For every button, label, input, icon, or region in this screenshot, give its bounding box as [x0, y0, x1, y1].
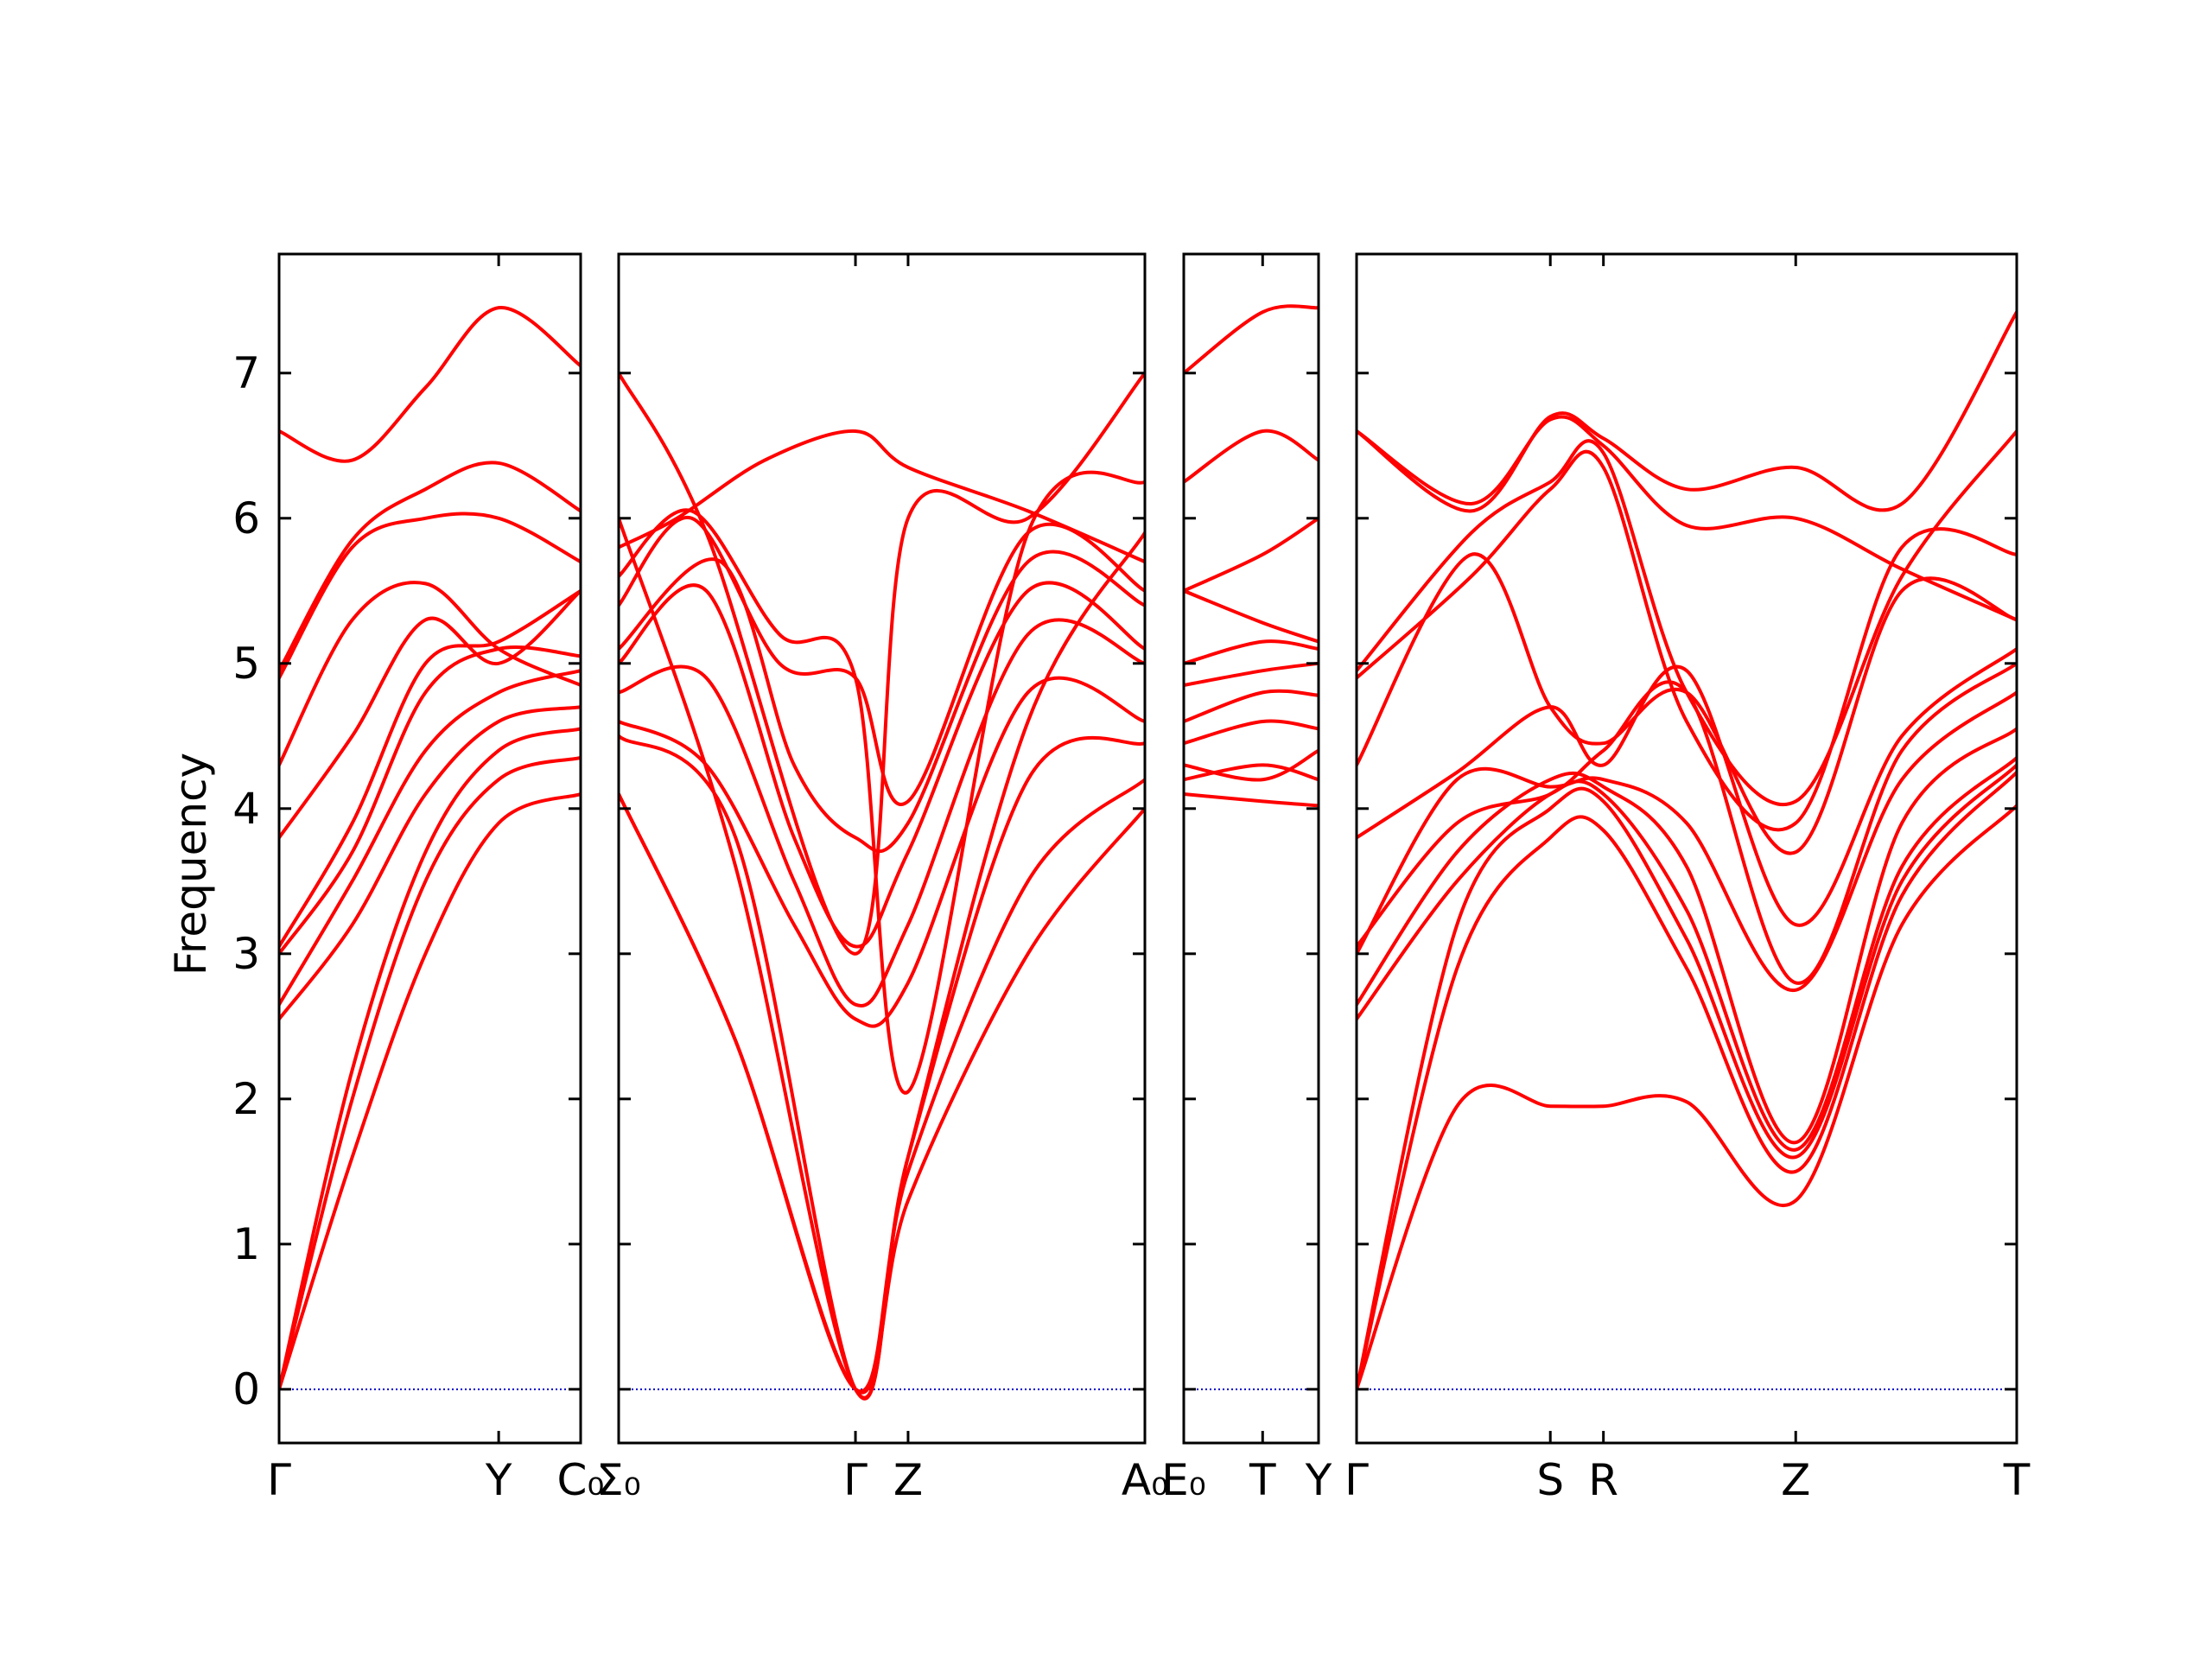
band-line	[279, 581, 581, 767]
band-line	[619, 676, 1145, 1028]
band-line	[279, 461, 581, 673]
band-line	[619, 792, 1145, 1395]
band-line	[619, 581, 1145, 949]
panel-plot-area	[279, 306, 581, 1391]
x-tick-label: C₀	[557, 1455, 605, 1505]
panel-plot-area	[619, 371, 1145, 1401]
y-tick-label: 7	[232, 348, 260, 398]
panel-frame	[1355, 252, 2018, 1445]
panel-plot-area	[1184, 304, 1319, 1390]
band-line	[279, 645, 581, 956]
y-tick-label: 1	[232, 1219, 260, 1269]
y-tick-label: 3	[232, 929, 260, 979]
x-tick-label: Γ	[267, 1455, 291, 1505]
x-tick-label: Σ₀	[596, 1455, 641, 1505]
band-line	[1184, 689, 1319, 723]
x-tick-label: Γ	[843, 1455, 868, 1505]
band-line	[1357, 449, 2017, 832]
band-line	[1184, 748, 1319, 782]
band-line	[279, 792, 581, 1391]
band-line	[279, 755, 581, 1391]
y-axis: 0 1 2 3 4 5 6 7	[232, 348, 260, 1414]
band-line	[1184, 763, 1319, 782]
band-line	[619, 778, 1145, 1394]
band-line	[279, 306, 581, 463]
x-tick-label: S	[1536, 1455, 1564, 1505]
panel-3: E₀ T Y	[1161, 252, 1332, 1505]
band-line	[619, 550, 1145, 854]
band-line	[1184, 588, 1319, 644]
panel-frame	[277, 252, 582, 1445]
band-line	[279, 727, 581, 1391]
band-line	[1184, 304, 1319, 375]
panel-1: Γ Y C₀	[267, 252, 605, 1505]
x-tick-label: T	[1249, 1455, 1276, 1505]
band-line	[1357, 310, 2017, 513]
band-line	[619, 429, 1145, 564]
x-tick-label: Z	[893, 1455, 923, 1505]
band-line	[619, 371, 1145, 956]
panel-plot-area	[1357, 310, 2017, 1391]
band-line	[1357, 429, 2017, 807]
panel-2: Σ₀ Γ Z A₀	[596, 252, 1168, 1505]
y-tick-label: 5	[232, 639, 260, 689]
y-tick-label: 4	[232, 784, 260, 834]
band-line	[1184, 516, 1319, 593]
band-line	[1184, 639, 1319, 665]
band-line	[1357, 646, 2017, 927]
band-line	[1357, 763, 2017, 1391]
band-line	[619, 516, 1145, 1400]
band-line	[1357, 755, 2017, 1152]
x-tick-label: Y	[1305, 1455, 1332, 1505]
band-line	[279, 705, 581, 1021]
band-line	[1184, 719, 1319, 746]
band-line	[1357, 727, 2017, 1145]
x-tick-label: R	[1588, 1455, 1618, 1505]
y-tick-label: 2	[232, 1074, 260, 1124]
band-line	[619, 516, 1145, 806]
band-line	[619, 470, 1145, 1095]
x-tick-label: Z	[1781, 1455, 1810, 1505]
panel-frame	[1182, 252, 1320, 1445]
band-line	[1357, 690, 2017, 992]
x-tick-label: T	[2003, 1455, 2031, 1505]
band-line	[1184, 429, 1319, 484]
x-tick-label: Γ	[1344, 1455, 1369, 1505]
band-line	[1184, 792, 1319, 808]
band-line	[279, 512, 581, 680]
panel-frame	[617, 252, 1147, 1445]
band-line	[279, 588, 581, 840]
x-tick-label: Y	[485, 1455, 512, 1505]
band-line	[1357, 415, 2017, 622]
x-tick-label: A₀	[1122, 1455, 1168, 1505]
band-line	[279, 669, 581, 1007]
y-tick-label: 6	[232, 493, 260, 543]
band-line	[619, 618, 1145, 1007]
band-line	[1357, 770, 2017, 1391]
y-tick-label: 0	[232, 1364, 260, 1414]
band-line	[1357, 804, 2017, 1391]
band-line	[279, 588, 581, 949]
band-line	[1357, 552, 2017, 855]
band-line	[1184, 661, 1319, 687]
y-axis-label: Frequency	[166, 753, 216, 976]
x-tick-label: E₀	[1161, 1455, 1206, 1505]
